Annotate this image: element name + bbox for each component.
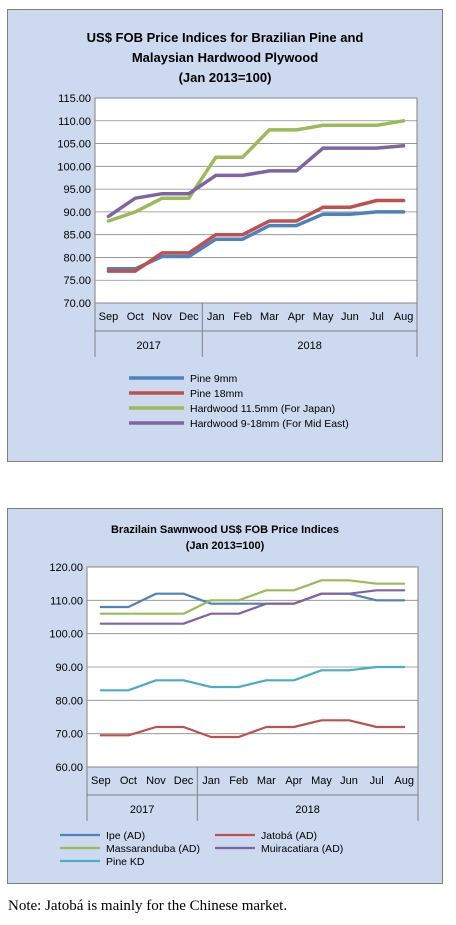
x-tick-label: Sep — [91, 775, 111, 787]
x-tick-label: May — [313, 311, 334, 323]
chart-title-line: Malaysian Hardwood Plywood — [132, 50, 318, 65]
x-tick-label: Oct — [127, 311, 144, 323]
year-label: 2017 — [130, 804, 154, 816]
sawnwood-price-chart: Brazilain Sawnwood US$ FOB Price Indices… — [7, 508, 443, 884]
series-line-5 — [99, 665, 406, 692]
year-label: 2017 — [136, 340, 160, 352]
chart-title-line: (Jan 2013=100) — [186, 540, 265, 552]
x-tick-label: May — [311, 775, 332, 787]
series-line-4 — [106, 144, 406, 219]
x-tick-label: Mar — [257, 775, 276, 787]
footnote: Note: Jatobá is mainly for the Chinese m… — [8, 898, 288, 914]
x-tick-label: Aug — [394, 311, 414, 323]
x-tick-label: Apr — [285, 775, 302, 787]
x-tick-label: Nov — [152, 311, 172, 323]
y-tick-label: 100.00 — [57, 161, 91, 173]
chart-title-line: Brazilain Sawnwood US$ FOB Price Indices — [111, 524, 339, 536]
chart-title-line: (Jan 2013=100) — [179, 70, 272, 85]
year-label: 2018 — [297, 340, 321, 352]
legend-label: Pine 9mm — [190, 373, 238, 385]
x-tick-label: Feb — [233, 311, 252, 323]
x-tick-label: Jun — [341, 311, 359, 323]
x-tick-label: Nov — [146, 775, 166, 787]
legend-label: Jatobá (AD) — [261, 830, 317, 842]
y-tick-label: 60.00 — [55, 762, 83, 774]
x-tick-label: Jan — [202, 775, 220, 787]
series-line-2 — [99, 719, 406, 739]
y-tick-label: 90.00 — [55, 662, 83, 674]
y-tick-label: 100.00 — [49, 629, 83, 641]
x-tick-label: Dec — [179, 311, 199, 323]
legend-label: Pine KD — [106, 856, 145, 868]
y-tick-label: 110.00 — [58, 116, 91, 128]
year-label: 2018 — [295, 804, 319, 816]
series-line-1 — [106, 210, 406, 271]
x-tick-label: Jul — [370, 311, 384, 323]
series-line-3 — [99, 579, 406, 615]
plot-area — [94, 97, 418, 304]
y-tick-label: 80.00 — [55, 695, 83, 707]
sawnwood-chart-svg: Brazilain Sawnwood US$ FOB Price Indices… — [49, 524, 419, 868]
y-tick-label: 85.00 — [63, 230, 91, 242]
plywood-price-chart: US$ FOB Price Indices for Brazilian Pine… — [7, 9, 443, 462]
y-tick-label: 70.00 — [55, 729, 83, 741]
x-tick-label: Aug — [394, 775, 414, 787]
y-tick-label: 115.00 — [58, 93, 91, 105]
y-tick-label: 80.00 — [63, 252, 91, 264]
legend-label: Massaranduba (AD) — [106, 843, 200, 855]
series-line-3 — [106, 119, 406, 223]
chart-title-line: US$ FOB Price Indices for Brazilian Pine… — [87, 30, 364, 45]
y-tick-label: 120.00 — [49, 562, 83, 574]
x-tick-label: Mar — [260, 311, 279, 323]
series-line-4 — [99, 589, 406, 625]
x-tick-label: Dec — [174, 775, 194, 787]
x-tick-label: Jun — [340, 775, 358, 787]
x-tick-label: Sep — [99, 311, 119, 323]
series-line-2 — [106, 198, 406, 273]
y-tick-label: 105.00 — [57, 139, 91, 151]
x-tick-label: Oct — [120, 775, 137, 787]
legend-label: Hardwood 11.5mm (For Japan) — [190, 403, 335, 415]
legend-label: Hardwood 9-18mm (For Mid East) — [190, 418, 349, 430]
y-tick-label: 70.00 — [63, 298, 91, 310]
series-line-1 — [99, 592, 406, 609]
x-tick-label: Jul — [370, 775, 384, 787]
x-tick-label: Jan — [207, 311, 225, 323]
y-tick-label: 95.00 — [63, 184, 91, 196]
x-tick-label: Apr — [288, 311, 305, 323]
plywood-chart-svg: US$ FOB Price Indices for Brazilian Pine… — [57, 30, 418, 430]
y-tick-label: 90.00 — [63, 207, 91, 219]
y-tick-label: 75.00 — [63, 275, 91, 287]
x-tick-label: Feb — [229, 775, 248, 787]
legend-label: Muiracatiara (AD) — [261, 843, 343, 855]
y-tick-label: 110.00 — [50, 595, 83, 607]
legend-label: Ipe (AD) — [106, 830, 145, 842]
legend-label: Pine 18mm — [190, 388, 243, 400]
